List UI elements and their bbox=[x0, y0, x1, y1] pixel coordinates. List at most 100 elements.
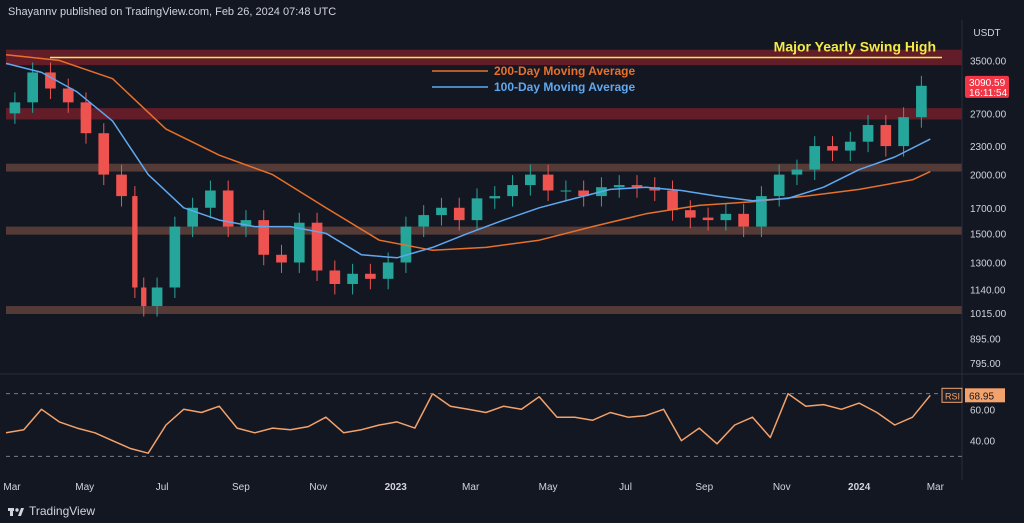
zone-resistance-1 bbox=[6, 108, 962, 120]
candle-body bbox=[702, 217, 714, 221]
candle-body bbox=[880, 125, 892, 147]
time-tick-label: 2023 bbox=[385, 482, 408, 493]
price-zones: Major Yearly Swing High bbox=[6, 39, 962, 314]
candle-body bbox=[525, 174, 536, 186]
candle-body bbox=[560, 190, 572, 192]
price-tick-label: 2300.00 bbox=[970, 142, 1007, 153]
ma100-line bbox=[5, 62, 931, 259]
zone-support-3 bbox=[6, 226, 962, 235]
candle-body bbox=[276, 254, 287, 263]
time-tick-label: May bbox=[539, 482, 558, 493]
candle-body bbox=[809, 146, 821, 170]
candle-body bbox=[898, 117, 909, 147]
chart-legend: 200-Day Moving Average 100-Day Moving Ave… bbox=[432, 64, 635, 94]
time-tick-label: Jul bbox=[619, 482, 632, 493]
candle-body bbox=[916, 85, 927, 118]
candle-body bbox=[293, 222, 305, 263]
price-tick-label: 795.00 bbox=[970, 359, 1001, 370]
current-price-badge bbox=[965, 75, 1009, 98]
candle-body bbox=[9, 102, 21, 114]
candle-body bbox=[347, 273, 358, 284]
chart-axes: 3500.00 2700.00 2300.00 2000.00 1700.00 1500.… bbox=[0, 20, 1024, 493]
price-tick-label: 2000.00 bbox=[970, 171, 1007, 182]
candle-body bbox=[862, 125, 874, 142]
candle-body bbox=[141, 287, 147, 307]
rsi-panel: 60.00 40.00 RSI 68.95 bbox=[6, 387, 1005, 457]
time-tick-label: Nov bbox=[309, 482, 327, 493]
candle-body bbox=[773, 174, 785, 197]
time-tick-label: May bbox=[75, 482, 94, 493]
candle-body bbox=[578, 190, 589, 197]
price-tick-label: 1500.00 bbox=[970, 229, 1007, 240]
time-tick-label: Mar bbox=[462, 482, 480, 493]
price-chart[interactable]: Major Yearly Swing High 3500.00 2700.00 23… bbox=[0, 0, 1024, 500]
price-tick-label: 1140.00 bbox=[970, 285, 1006, 296]
candle-body bbox=[844, 141, 856, 151]
tradingview-mark-icon bbox=[8, 506, 24, 516]
candle-body bbox=[507, 185, 518, 197]
current-price-countdown: 16:11:54 bbox=[969, 88, 1008, 99]
candle-body bbox=[791, 169, 803, 175]
chart-series bbox=[5, 53, 931, 454]
time-tick-label: Sep bbox=[695, 482, 713, 493]
candle-body bbox=[418, 215, 430, 227]
time-tick-label: Nov bbox=[773, 482, 791, 493]
rsi-tag-box bbox=[941, 387, 963, 403]
candle-body bbox=[436, 207, 447, 216]
zone-support-2 bbox=[6, 163, 962, 172]
zone-support-4 bbox=[6, 306, 962, 314]
rsi-tick-label: 40.00 bbox=[970, 437, 995, 448]
candle-body bbox=[756, 196, 767, 227]
price-tick-label: 3500.00 bbox=[970, 56, 1007, 67]
candle-body bbox=[222, 190, 234, 227]
candle-body bbox=[116, 174, 127, 197]
ma200-line bbox=[5, 53, 931, 252]
current-price-label: 3090.59 bbox=[969, 78, 1006, 89]
time-tick-label: Mar bbox=[3, 482, 21, 493]
rsi-tick-label: 60.00 bbox=[970, 405, 995, 416]
candle-body bbox=[187, 207, 198, 227]
candle-body bbox=[365, 273, 376, 279]
time-tick-label: Sep bbox=[232, 482, 250, 493]
candle-body bbox=[329, 270, 341, 284]
candle-body bbox=[827, 146, 838, 151]
time-tick-label: 2024 bbox=[848, 482, 871, 493]
brand-name: TradingView bbox=[29, 504, 96, 518]
candle-body bbox=[720, 213, 732, 221]
legend-label: 200-Day Moving Average bbox=[494, 64, 635, 78]
rsi-value-badge bbox=[965, 388, 1005, 403]
price-tick-label: 1700.00 bbox=[970, 204, 1007, 215]
price-tick-label: 2700.00 bbox=[970, 109, 1007, 120]
time-tick-label: Jul bbox=[156, 482, 169, 493]
candle-body bbox=[151, 287, 163, 307]
candle-body bbox=[453, 207, 465, 221]
price-tick-label: 1015.00 bbox=[970, 309, 1007, 320]
candle-body bbox=[649, 187, 661, 191]
candle-body bbox=[613, 185, 625, 188]
rsi-value-label: 68.95 bbox=[969, 391, 994, 402]
candle-body bbox=[471, 198, 483, 221]
candle-body bbox=[738, 213, 749, 227]
tradingview-logo[interactable]: TradingView bbox=[8, 504, 95, 518]
candle-body bbox=[258, 220, 270, 255]
candle-body bbox=[382, 262, 394, 279]
candle-body bbox=[631, 185, 643, 188]
candle-body bbox=[489, 196, 501, 199]
candle-body bbox=[240, 220, 252, 227]
candle-body bbox=[169, 226, 181, 288]
time-tick-label: Mar bbox=[927, 482, 945, 493]
candle-body bbox=[542, 174, 554, 191]
candle-body bbox=[98, 133, 110, 175]
rsi-line bbox=[5, 392, 931, 454]
candle-body bbox=[62, 88, 74, 103]
rsi-tag-label: RSI bbox=[945, 391, 960, 401]
candle-body bbox=[667, 190, 678, 211]
candle-body bbox=[80, 102, 92, 134]
footer-bar bbox=[0, 500, 1024, 523]
candle-body bbox=[27, 72, 38, 103]
candle-body bbox=[132, 196, 138, 288]
candle-body bbox=[311, 222, 323, 271]
price-tick-label: 895.00 bbox=[970, 335, 1001, 346]
candle-body bbox=[45, 72, 56, 89]
candle-body bbox=[684, 210, 696, 218]
